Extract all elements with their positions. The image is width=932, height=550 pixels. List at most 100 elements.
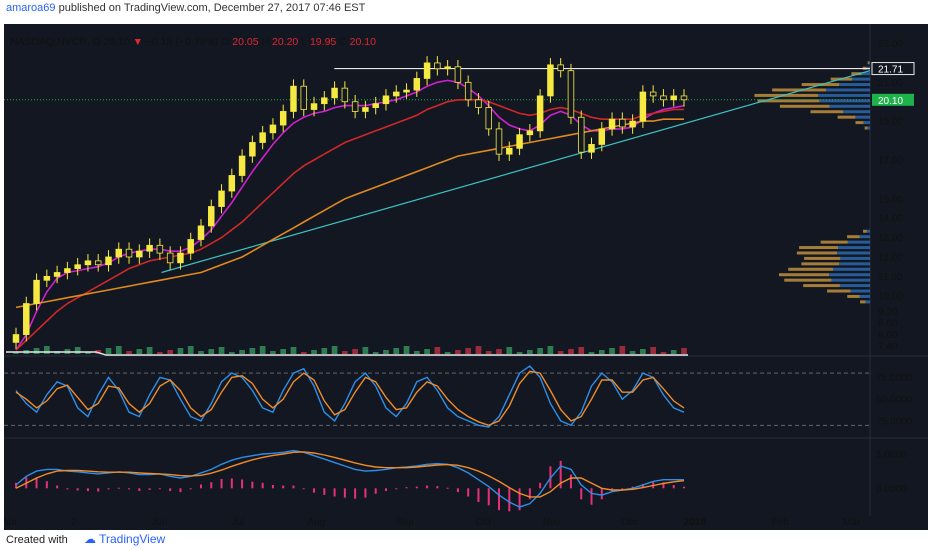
candle-body: [156, 244, 164, 254]
volume-bar: [650, 347, 657, 354]
volume-bar: [126, 351, 132, 354]
macd-histogram-bar: [518, 488, 521, 511]
macd-histogram-bar: [199, 484, 202, 489]
candle-body: [249, 142, 256, 157]
volume-bar: [640, 349, 646, 354]
candle-body: [43, 275, 51, 281]
volume-bar: [362, 347, 369, 354]
volume-bar: [475, 346, 482, 354]
chart-svg: 23.00 21.00 19.00 17.00 15.00 14.00 13.00 12.00…: [4, 24, 928, 528]
volume-bar: [157, 352, 163, 354]
candle-body: [290, 85, 297, 112]
x-axis-tick: Jun: [151, 517, 167, 528]
publish-line: amaroa69 published on TradingView.com, D…: [6, 2, 365, 14]
volume-profile-bar: [860, 300, 866, 304]
macd-histogram-bar: [374, 488, 377, 494]
candle-body: [23, 303, 30, 335]
macd-histogram-bar: [600, 488, 603, 500]
candle-body: [136, 250, 143, 258]
candle-body: [321, 97, 328, 105]
macd-histogram-bar: [313, 488, 316, 493]
macd-histogram-bar: [15, 482, 17, 489]
tradingview-brand-link[interactable]: ☁ TradingView: [84, 532, 165, 546]
macd-line-stoch_d: [15, 451, 685, 498]
volume-profile-bar: [851, 72, 862, 76]
price-axis-tick: 13.00: [878, 233, 903, 244]
candle-body: [547, 64, 554, 97]
volume-profile-bar: [801, 262, 840, 266]
macd-histogram-bar: [539, 482, 542, 489]
chart-canvas[interactable]: NASDAQ:NVCR, D 20.10 ▼ −0.15 (−0.74%) O:…: [4, 24, 928, 530]
price-axis-tick: 19.00: [878, 117, 903, 128]
macd-histogram-bar: [641, 483, 644, 489]
publish-info: published on TradingView.com, December 2…: [55, 2, 366, 14]
macd-histogram-bar: [683, 486, 685, 489]
candle-body: [197, 225, 205, 240]
last-price: 20.10: [103, 36, 130, 48]
candle-body: [598, 128, 606, 145]
candle-body: [64, 268, 71, 273]
price-axis-tick: 21.00: [878, 78, 903, 89]
macd-histogram-bar: [220, 478, 223, 489]
volume-bar: [136, 349, 143, 354]
x-axis-tick: Aug: [307, 517, 325, 528]
volume-bar: [629, 351, 636, 354]
candle-body: [393, 91, 400, 97]
volume-bar: [239, 350, 245, 354]
candle-body: [84, 260, 92, 266]
price-label-text: 21.71: [878, 65, 903, 76]
volume-bar: [33, 348, 40, 354]
volume-profile-bar: [859, 294, 870, 298]
candle-body: [495, 128, 503, 155]
volume-profile-bar: [819, 99, 870, 103]
candle-body: [279, 111, 287, 126]
volume-bar: [300, 352, 307, 354]
volume-profile-bar: [788, 267, 834, 271]
candle-body: [74, 264, 81, 270]
price-label-box: [871, 62, 915, 76]
macd-histogram-bar: [158, 488, 161, 490]
volume-bar: [311, 350, 317, 354]
candle-body: [629, 120, 636, 128]
high-label: H:: [261, 36, 273, 48]
candle-body: [228, 175, 236, 192]
candle-body: [475, 99, 482, 108]
close-value: 20.10: [349, 36, 376, 48]
candle-body: [94, 260, 102, 266]
price-axis-tick: 23.00: [878, 39, 903, 50]
volume-profile-bar: [796, 251, 838, 255]
macd-histogram-bar: [45, 481, 48, 489]
macd-histogram-bar: [230, 478, 233, 489]
volume-profile-bar: [837, 115, 856, 119]
volume-profile-bar: [772, 88, 826, 92]
volume-profile-bar: [803, 284, 840, 288]
price-axis-tick: 8.00: [878, 330, 898, 341]
x-axis-tick: 2018: [684, 517, 707, 528]
volume-bar: [609, 348, 615, 354]
symbol-label[interactable]: NASDAQ:NVCR, D: [10, 36, 101, 48]
volume-profile-bar: [833, 267, 870, 271]
macd-histogram-bar: [528, 488, 531, 500]
volume-bar: [13, 352, 19, 354]
macd-histogram-bar: [590, 488, 593, 505]
macd-histogram-bar: [456, 488, 459, 493]
volume-profile-bar: [843, 110, 870, 114]
macd-histogram-bar: [271, 484, 274, 489]
volume-bar: [670, 350, 677, 354]
author-link[interactable]: amaroa69: [6, 2, 56, 14]
brand-label: TradingView: [99, 532, 166, 546]
macd-histogram-bar: [56, 485, 59, 489]
candle-body: [12, 334, 20, 343]
candle-body: [125, 248, 133, 258]
volume-bar: [74, 347, 81, 354]
macd-histogram-bar: [487, 488, 490, 506]
volume-profile-bar: [820, 240, 848, 244]
price-label-box: [872, 93, 914, 106]
volume-bar: [506, 347, 513, 354]
candle-body: [454, 66, 462, 83]
macd-histogram-bar: [426, 485, 429, 489]
x-axis-tick: Oct: [476, 517, 492, 528]
volume-profile-bar: [847, 235, 860, 239]
candle-body: [660, 95, 667, 101]
volume-bar: [43, 346, 50, 354]
